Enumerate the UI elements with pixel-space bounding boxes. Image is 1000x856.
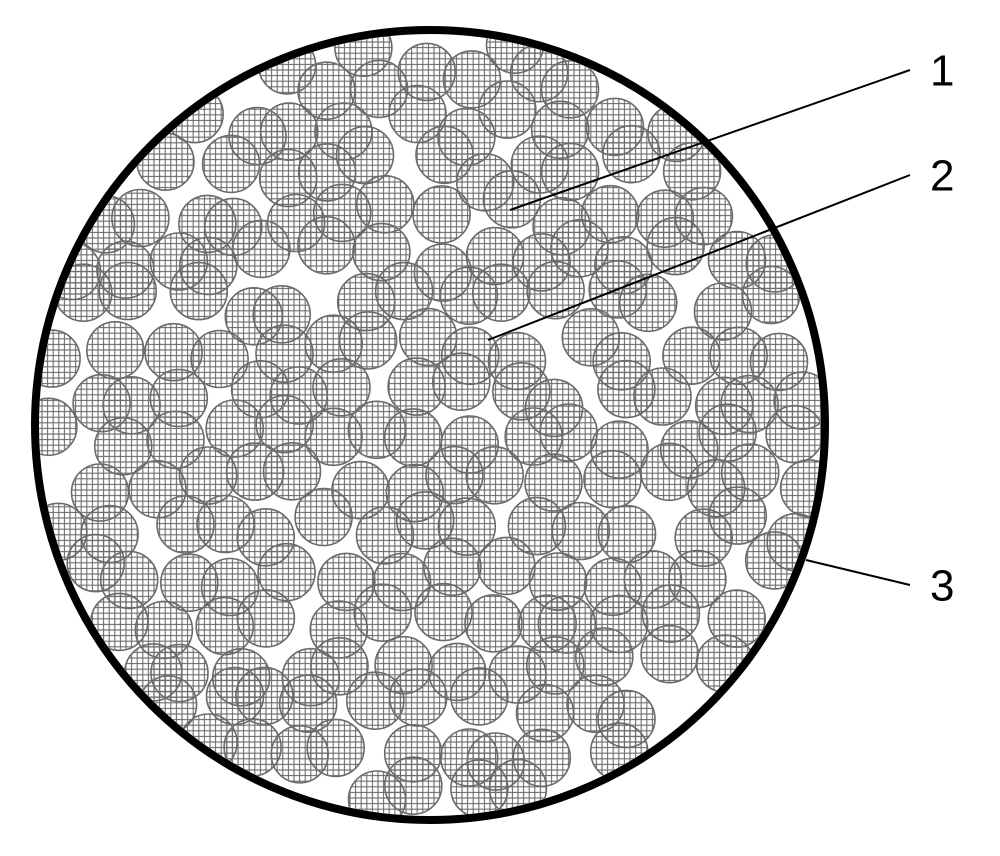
particle: [532, 101, 589, 158]
particle: [508, 498, 565, 555]
particle: [465, 595, 522, 652]
particle: [513, 729, 570, 786]
particle: [335, 19, 392, 76]
particle: [388, 358, 445, 415]
particle-cross-section-diagram: 1 2 3: [0, 0, 1000, 856]
particle: [576, 628, 633, 685]
particle: [299, 144, 356, 201]
callout-label: 2: [930, 151, 954, 200]
particle: [180, 447, 237, 504]
particle: [634, 368, 691, 425]
particle: [354, 584, 411, 641]
particle: [311, 638, 368, 695]
particle: [505, 408, 562, 465]
callout-label: 1: [930, 46, 954, 95]
particle: [225, 288, 282, 345]
particle: [585, 558, 642, 615]
particle: [695, 283, 752, 340]
particle: [87, 322, 144, 379]
particle: [305, 315, 362, 372]
particle: [97, 241, 154, 298]
particle: [258, 544, 315, 601]
particle: [20, 398, 77, 455]
particle: [348, 401, 405, 458]
particle: [23, 330, 80, 387]
particle: [721, 376, 778, 433]
callout-line: [806, 560, 910, 585]
particle: [161, 554, 218, 611]
particle: [357, 176, 414, 233]
particle: [442, 327, 499, 384]
particle: [599, 506, 656, 563]
particle: [295, 489, 352, 546]
particle: [584, 451, 641, 508]
particle: [709, 232, 766, 289]
particle: [441, 729, 498, 786]
particle: [385, 725, 442, 782]
particle: [781, 460, 838, 517]
particle: [236, 667, 293, 724]
particle: [429, 643, 486, 700]
particle: [179, 195, 236, 252]
particle: [440, 267, 497, 324]
particle: [530, 553, 587, 610]
particle: [397, 492, 454, 549]
particle: [438, 108, 495, 165]
particle: [641, 443, 698, 500]
particle: [413, 186, 470, 243]
particle: [229, 108, 286, 165]
particle: [268, 195, 325, 252]
callout-label: 3: [930, 561, 954, 610]
